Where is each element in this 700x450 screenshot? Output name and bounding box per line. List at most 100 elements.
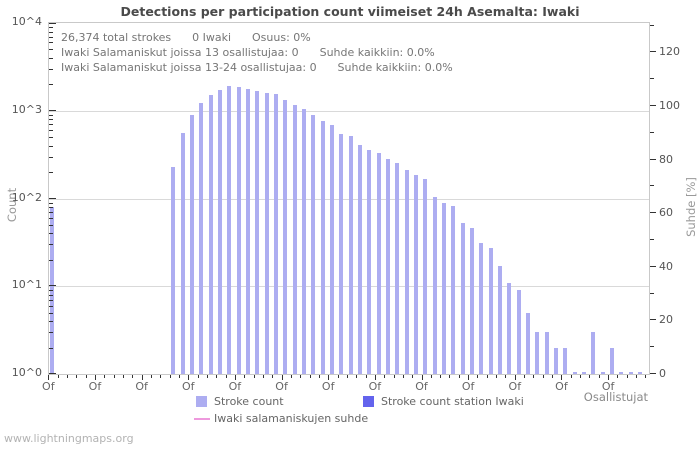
stroke-count-bar <box>274 94 279 374</box>
x-major-tick <box>188 375 190 380</box>
x-minor-tick <box>589 375 591 378</box>
y-left-major-tick <box>49 197 56 199</box>
y-left-major-tick <box>49 109 56 111</box>
x-minor-tick <box>272 375 274 378</box>
stroke-count-bar <box>171 167 176 374</box>
x-major-tick <box>608 375 610 380</box>
stroke-count-bar <box>264 93 269 374</box>
y-right-minor-tick <box>650 185 654 187</box>
y-left-tick-label: 10^0 <box>11 366 42 379</box>
y-left-minor-tick <box>49 124 53 126</box>
stroke-count-bar <box>479 243 484 374</box>
x-minor-tick <box>626 375 628 378</box>
stroke-count-bar <box>423 179 428 374</box>
x-major-tick <box>374 375 376 380</box>
stroke-count-bar <box>404 169 409 374</box>
gridline-10e3 <box>49 110 649 112</box>
stroke-count-bar <box>180 133 185 374</box>
x-minor-tick <box>412 375 414 378</box>
x-major-tick <box>141 375 143 380</box>
x-tick-label: Of <box>42 380 55 393</box>
x-minor-tick <box>505 375 507 378</box>
y-left-minor-tick <box>49 332 53 334</box>
x-minor-tick <box>570 375 572 378</box>
plot-area: 26,374 total strokes 0 Iwaki Osuus: 0% I… <box>48 22 650 375</box>
legend-swatch-stroke-count <box>196 396 207 407</box>
y-left-minor-tick <box>49 119 53 121</box>
y-right-minor-tick <box>650 78 654 80</box>
y-left-minor-tick <box>49 172 53 174</box>
x-minor-tick <box>225 375 227 378</box>
x-minor-tick <box>552 375 554 378</box>
y-right-tick-label: 0 <box>659 367 666 380</box>
x-major-tick <box>514 375 516 380</box>
x-tick-label: Of <box>368 380 382 393</box>
y-right-minor-tick <box>650 131 654 133</box>
legend-label-stroke-count: Stroke count <box>214 395 284 408</box>
x-minor-tick <box>346 375 348 378</box>
y-right-major-tick <box>650 51 656 53</box>
stroke-count-bar <box>320 121 325 374</box>
x-minor-tick <box>449 375 451 378</box>
legend-label-station-iwaki: Stroke count station Iwaki <box>381 395 524 408</box>
x-minor-tick <box>402 375 404 378</box>
y-right-major-tick <box>650 373 656 374</box>
y-left-major-tick <box>49 373 56 374</box>
y-right-major-tick <box>650 319 656 321</box>
y-left-minor-tick <box>49 36 53 38</box>
y-left-axis-title: Count <box>5 187 19 223</box>
stroke-count-bar <box>628 372 633 374</box>
y-left-tick-label: 10^3 <box>11 102 42 116</box>
y-right-major-tick <box>650 212 656 214</box>
stroke-count-bar <box>208 94 213 374</box>
stroke-count-bar <box>554 347 559 374</box>
stroke-count-bar <box>255 91 260 374</box>
legend-swatch-ratio-line <box>194 418 210 420</box>
stroke-count-bar <box>246 88 251 374</box>
x-minor-tick <box>337 375 339 378</box>
x-minor-tick <box>262 375 264 378</box>
x-minor-tick <box>617 375 619 378</box>
stroke-count-bar <box>526 312 531 374</box>
legend-label-ratio: Iwaki salamaniskujen suhde <box>214 412 369 425</box>
x-minor-tick <box>477 375 479 378</box>
y-right-tick-label: 100 <box>659 99 680 112</box>
x-major-tick <box>48 375 50 380</box>
x-tick-label: Of <box>415 380 428 393</box>
y-right-minor-tick <box>650 24 654 26</box>
stroke-count-bar <box>339 134 344 374</box>
x-minor-tick <box>206 375 208 378</box>
x-minor-tick <box>440 375 442 378</box>
y-left-minor-tick <box>49 299 53 301</box>
annotation-total-strokes: 26,374 total strokes 0 Iwaki Osuus: 0% <box>61 31 311 44</box>
y-left-minor-tick <box>49 305 53 307</box>
x-minor-tick <box>636 375 638 378</box>
y-right-major-tick <box>650 158 656 160</box>
x-minor-tick <box>197 375 199 378</box>
y-left-minor-tick <box>49 321 53 323</box>
x-tick-label: Of <box>275 380 288 393</box>
x-minor-tick <box>57 375 59 378</box>
x-minor-tick <box>365 375 367 378</box>
y-right-tick-label: 120 <box>659 45 680 59</box>
y-right-minor-tick <box>650 239 654 240</box>
x-minor-tick <box>458 375 460 378</box>
y-left-minor-tick <box>49 233 53 235</box>
stroke-count-bar <box>442 203 447 374</box>
x-minor-tick <box>66 375 68 378</box>
y-left-minor-tick <box>49 312 53 314</box>
stroke-count-bar <box>414 174 419 374</box>
y-right-minor-tick <box>650 292 654 294</box>
stroke-count-bar <box>572 372 577 374</box>
x-minor-tick <box>486 375 488 378</box>
stroke-count-bar <box>376 153 381 374</box>
y-left-minor-tick <box>49 57 53 59</box>
x-minor-tick <box>169 375 171 378</box>
x-minor-tick <box>496 375 498 378</box>
x-minor-tick <box>160 375 162 378</box>
y-right-axis-title: Suhde [%] <box>684 177 698 237</box>
stroke-count-bar <box>292 104 297 374</box>
stroke-count-bar <box>600 372 605 374</box>
watermark-link[interactable]: www.lightningmaps.org <box>4 432 134 445</box>
stroke-count-bar <box>311 115 316 374</box>
